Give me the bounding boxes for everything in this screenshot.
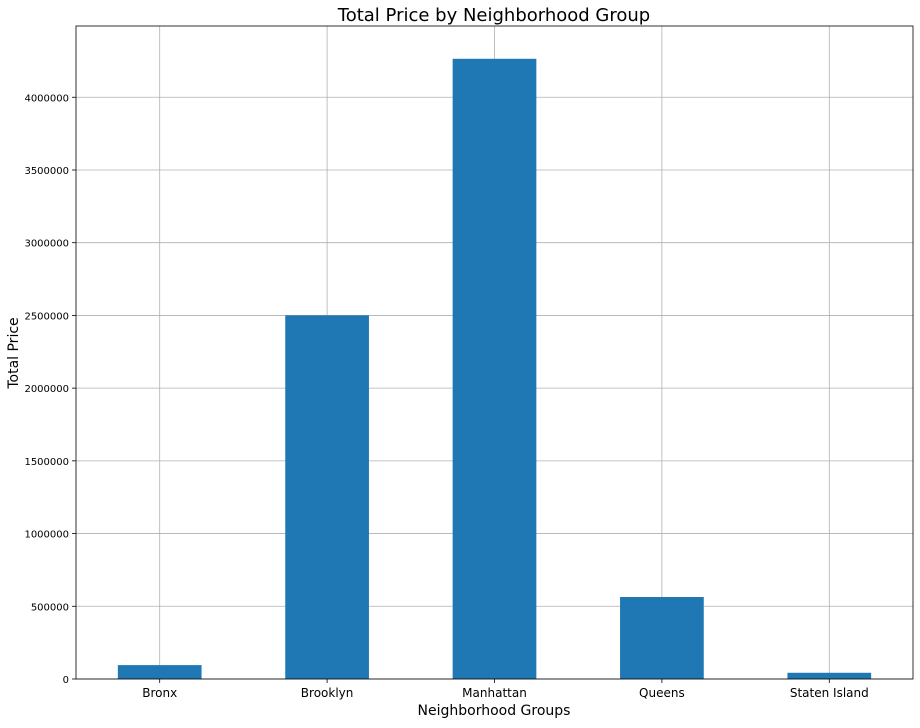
bar-staten-island [787, 672, 872, 679]
y-axis-label: Total Price [6, 317, 22, 389]
bar-bronx [117, 665, 202, 679]
y-tick-label: 4000000 [24, 93, 69, 104]
y-tick-label: 3500000 [24, 166, 69, 177]
x-axis-label: Neighborhood Groups [418, 703, 571, 719]
bar-brooklyn [285, 315, 369, 679]
x-tick-label: Staten Island [790, 686, 869, 700]
bar-queens [620, 596, 704, 679]
x-tick-label: Brooklyn [301, 686, 354, 700]
y-tick-label: 0 [63, 675, 69, 686]
x-tick-label: Queens [639, 686, 685, 700]
x-tick-label: Manhattan [462, 686, 527, 700]
bar-manhattan [452, 58, 537, 680]
chart-title: Total Price by Neighborhood Group [337, 5, 650, 26]
y-tick-label: 1500000 [24, 457, 69, 468]
bar-layer [117, 58, 872, 680]
y-tick-label: 3000000 [24, 239, 69, 250]
y-tick-label: 500000 [31, 602, 69, 613]
x-axis-ticks: Bronx Brooklyn Manhattan Queens Staten Islan… [142, 679, 869, 700]
y-tick-label: 2000000 [24, 384, 69, 395]
y-axis-ticks: 0 500000 1000000 1500000 2000000 2500000 30000… [24, 93, 76, 686]
y-tick-label: 1000000 [24, 530, 69, 541]
y-tick-label: 2500000 [24, 311, 69, 322]
x-tick-label: Bronx [142, 686, 177, 700]
